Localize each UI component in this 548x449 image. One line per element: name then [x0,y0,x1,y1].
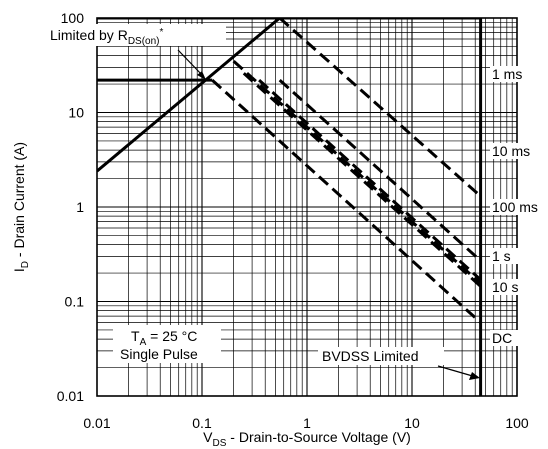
y-tick-label: 100 [61,10,85,26]
limited-by-pointer [177,49,205,78]
y-tick-labels: 0.01 0.1 1 10 100 [57,10,84,404]
x-tick-label: 10 [404,415,420,431]
series-line-8 [258,78,482,281]
limited-by-arrowhead [197,71,206,80]
conditions-pulse: Single Pulse [120,346,198,362]
series-line-0 [97,18,281,173]
conditions-box [113,325,221,363]
x-tick-label: 1 [303,415,311,431]
series-line-5 [211,78,482,324]
x-axis-title: VDS - Drain-to-Source Voltage (V) [203,429,411,449]
series-group [97,18,483,396]
curve-label-dc: DC [492,330,512,346]
y-tick-label: 0.01 [57,388,84,404]
x-tick-labels: 0.01 0.1 1 10 100 [83,415,529,431]
x-tick-label: 0.1 [192,415,212,431]
y-tick-label: 1 [76,199,84,215]
series-line-4 [278,18,482,198]
label-bg-dc [490,330,522,346]
curve-label-10s: 10 s [492,279,518,295]
bvdss-arrowhead [469,372,480,380]
y-tick-label: 0.1 [65,294,85,310]
label-bg-1s [490,248,520,264]
curve-label-100ms: 100 ms [492,199,538,215]
bvdss-pointer [437,365,477,378]
curve-label-1ms: 1 ms [492,66,522,82]
series-line-9 [278,78,482,262]
y-axis-title: ID - Drain Current (A) [11,142,31,272]
limited-by-label: Limited by RDS(on)* [50,27,164,47]
x-tick-label: 0.01 [83,415,110,431]
label-bg-10ms [490,143,537,159]
bvdss-label: BVDSS Limited [322,348,418,364]
limited-by-label-bg [46,24,226,46]
series-line-6 [232,59,482,285]
label-bg-100ms [490,199,546,215]
curve-label-10ms: 10 ms [492,143,530,159]
label-bg-10s [490,279,528,295]
bvdss-label-bg [318,347,444,365]
y-tick-label: 10 [68,105,84,121]
conditions-temperature: TA = 25 °C [131,328,197,348]
curve-label-1s: 1 s [492,248,511,264]
x-tick-label: 100 [505,415,529,431]
label-bg-1ms [490,66,530,82]
series-line-7 [242,72,482,288]
